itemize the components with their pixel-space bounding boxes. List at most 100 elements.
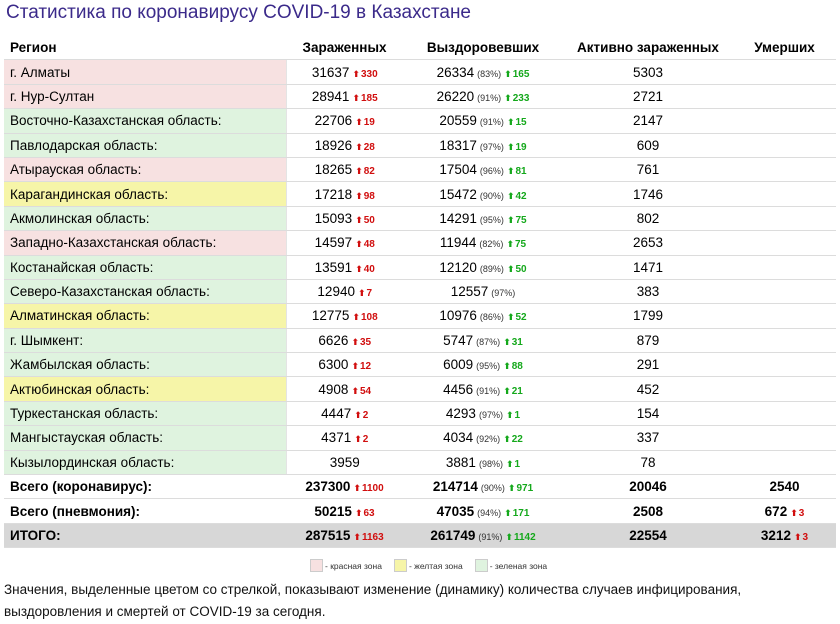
legend-label: - желтая зона <box>408 560 463 571</box>
delta-value: ⬆52 <box>507 312 527 323</box>
infected-cell: 6300 ⬆12 <box>286 352 403 378</box>
up-arrow-icon: ⬆ <box>506 190 515 201</box>
delta-number: 2 <box>362 410 369 422</box>
recovered-cell: 10976 (86%) ⬆52 <box>403 303 563 329</box>
table-row: Атырауская область: 18265 ⬆82 17504 (96%) ⬆81… <box>4 157 836 183</box>
delta-value: ⬆28 <box>355 142 375 153</box>
table-row: Павлодарская область: 18926 ⬆28 18317 (97%) ⬆… <box>4 133 836 158</box>
table-row: Северо-Казахстанская область: 12940 ⬆7 1255… <box>4 279 836 305</box>
total-deaths-cell: 2540 <box>733 474 836 500</box>
up-arrow-icon: ⬆ <box>352 312 360 323</box>
recovered-value: 11944 <box>439 235 477 251</box>
recovered-cell: 20559 (91%) ⬆15 <box>403 108 563 134</box>
region-name: г. Алматы <box>4 59 287 85</box>
delta-number: 52 <box>515 312 527 324</box>
delta-number: 165 <box>512 68 530 80</box>
grand-total-row: ИТОГО: 287515 ⬆1163 261749 (91%) ⬆1142 22554 32… <box>4 523 836 549</box>
delta-number: 171 <box>512 507 530 519</box>
up-arrow-icon: ⬆ <box>355 263 363 274</box>
deaths-value <box>733 401 836 427</box>
up-arrow-icon: ⬆ <box>354 434 362 445</box>
up-arrow-icon: ⬆ <box>352 92 360 103</box>
active-value: 291 <box>563 352 733 378</box>
delta-number: 3 <box>802 532 809 543</box>
table-row: г. Алматы 31637 ⬆330 26334 (83%) ⬆165 5303 <box>4 59 836 85</box>
total-recovered-value: 214714 <box>432 479 478 495</box>
table-header-row: Регион Зараженных Выздоровевших Активно … <box>4 36 836 61</box>
delta-value: ⬆12 <box>351 361 371 372</box>
header-infected: Зараженных <box>286 36 403 61</box>
region-name: Мангыстауская область: <box>4 425 287 451</box>
infected-cell: 3959 <box>286 450 403 476</box>
header-active: Активно зараженных <box>563 36 733 61</box>
up-arrow-icon: ⬆ <box>505 458 514 469</box>
region-name: Западно-Казахстанская область: <box>4 230 287 256</box>
up-arrow-icon: ⬆ <box>506 166 515 177</box>
infected-value: 12940 <box>317 284 355 300</box>
active-value: 879 <box>563 328 733 354</box>
total-recovered-percent: (94%) <box>477 507 502 518</box>
deaths-value <box>733 59 836 85</box>
infected-cell: 17218 ⬆98 <box>286 181 403 207</box>
up-arrow-icon: ⬆ <box>505 410 514 421</box>
total-label: Всего (коронавирус): <box>4 474 286 500</box>
delta-number: 2 <box>362 434 369 446</box>
legend-label: - красная зона <box>325 560 382 571</box>
up-arrow-icon: ⬆ <box>790 507 798 518</box>
up-arrow-icon: ⬆ <box>352 68 360 79</box>
recovered-percent: (95%) <box>476 361 501 372</box>
delta-number: 1163 <box>361 532 384 543</box>
deaths-value <box>733 352 836 378</box>
table-row: г. Шымкент: 6626 ⬆35 5747 (87%) ⬆31 879 <box>4 328 836 354</box>
total-deaths-value: 2540 <box>769 479 800 495</box>
delta-value: ⬆40 <box>355 264 375 275</box>
up-arrow-icon: ⬆ <box>507 483 516 494</box>
infected-value: 12775 <box>311 308 350 324</box>
delta-number: 330 <box>360 68 378 80</box>
region-name: г. Нур-Султан <box>4 84 287 110</box>
delta-number: 12 <box>359 361 372 373</box>
up-arrow-icon: ⬆ <box>506 239 514 250</box>
recovered-cell: 17504 (96%) ⬆81 <box>403 157 563 183</box>
up-arrow-icon: ⬆ <box>355 190 363 201</box>
infected-value: 31637 <box>311 64 350 80</box>
delta-number: 971 <box>516 483 534 495</box>
recovered-cell: 11944 (82%) ⬆75 <box>403 230 563 256</box>
header-recovered: Выздоровевших <box>403 36 563 61</box>
deaths-value <box>733 303 836 329</box>
delta-number: 19 <box>515 141 527 153</box>
region-name: Жамбылская область: <box>4 352 287 378</box>
delta-value: ⬆82 <box>355 166 375 177</box>
recovered-value: 15472 <box>439 186 477 202</box>
delta-value: ⬆3 <box>790 508 804 519</box>
infected-cell: 28941 ⬆185 <box>286 84 403 110</box>
infected-value: 18265 <box>314 162 353 178</box>
delta-value: ⬆19 <box>355 117 375 128</box>
region-name: Костанайская область: <box>4 255 287 280</box>
delta-number: 233 <box>512 92 530 104</box>
delta-value: ⬆15 <box>507 117 527 128</box>
delta-value: ⬆1100 <box>353 483 383 494</box>
delta-number: 21 <box>511 385 523 397</box>
table-row: Алматинская область: 12775 ⬆108 10976 (86%) ⬆… <box>4 303 836 329</box>
delta-number: 42 <box>515 190 527 202</box>
infected-value: 13591 <box>314 259 353 275</box>
total-label: Всего (пневмония): <box>4 498 286 524</box>
delta-value: ⬆1163 <box>353 532 383 543</box>
up-arrow-icon: ⬆ <box>353 483 361 494</box>
delta-value: ⬆233 <box>504 93 529 104</box>
recovered-value: 3881 <box>445 454 476 470</box>
active-value: 2653 <box>563 230 733 256</box>
infected-cell: 12940 ⬆7 <box>286 279 403 305</box>
up-arrow-icon: ⬆ <box>355 141 363 152</box>
delta-value: ⬆2 <box>354 410 368 421</box>
up-arrow-icon: ⬆ <box>503 336 511 347</box>
infected-cell: 14597 ⬆48 <box>286 230 403 256</box>
total-row: Всего (пневмония): 50215 ⬆63 47035 (94%) ⬆171… <box>4 498 836 524</box>
delta-value: ⬆3 <box>794 532 808 543</box>
table-row: Мангыстауская область: 4371 ⬆2 4034 (92%) ⬆22… <box>4 425 836 451</box>
recovered-cell: 18317 (97%) ⬆19 <box>403 133 563 158</box>
recovered-percent: (97%) <box>478 410 503 421</box>
up-arrow-icon: ⬆ <box>355 214 363 225</box>
total-infected-value: 287515 <box>305 528 351 543</box>
